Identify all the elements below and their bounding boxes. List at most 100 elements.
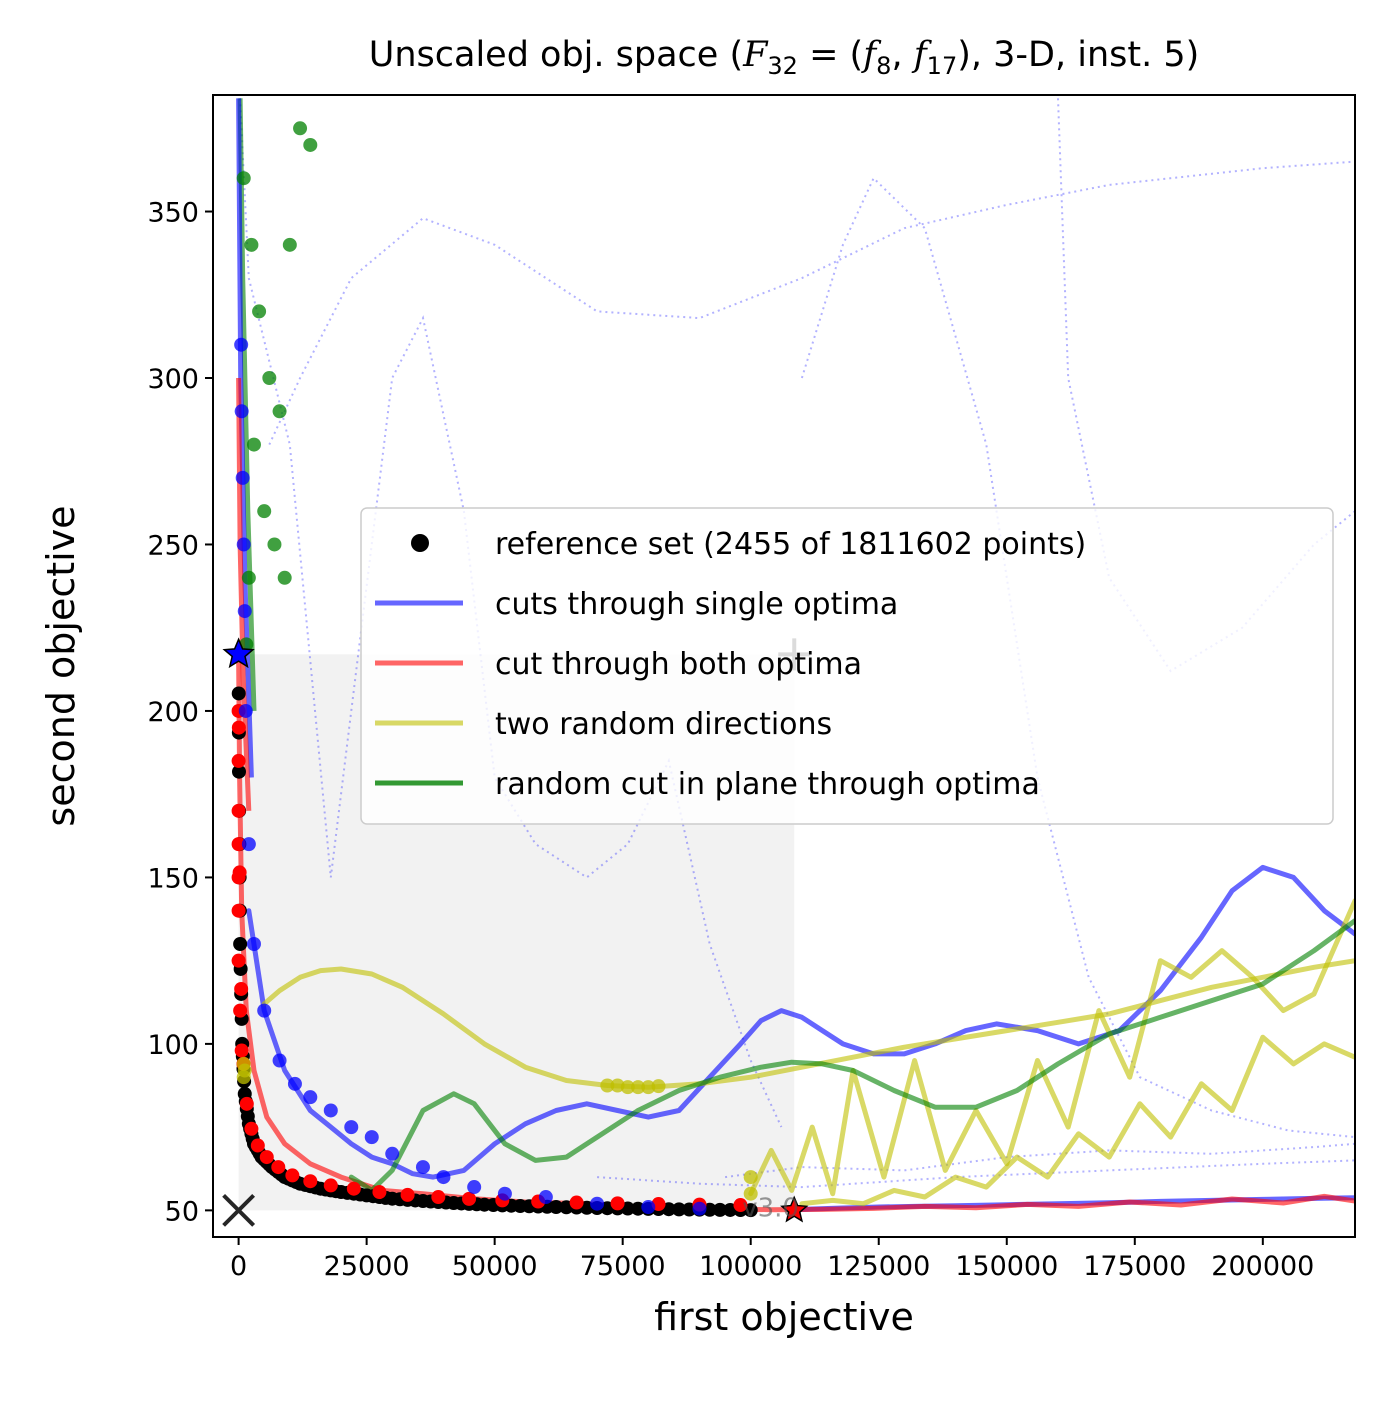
cut-point — [323, 1103, 338, 1118]
chart-title: Unscaled obj. space (F32 = (f8, f17), 3-… — [369, 35, 1200, 80]
cut-point — [244, 1121, 259, 1136]
cut-point — [631, 1080, 646, 1095]
cut-point — [237, 1063, 252, 1078]
cut-point — [287, 1076, 302, 1091]
cut-point — [262, 371, 277, 386]
legend-label: reference set (2455 of 1811602 points) — [495, 527, 1086, 562]
x-tick-label: 175000 — [1083, 1251, 1186, 1282]
cut-point — [231, 903, 246, 918]
optimum-1-star — [222, 637, 255, 669]
cut-point — [244, 237, 259, 252]
cut-point — [733, 1198, 748, 1213]
cut-point — [231, 753, 246, 768]
cut-point — [303, 1174, 318, 1189]
cut-point — [569, 1195, 584, 1210]
x-tick-label: 200000 — [1211, 1251, 1314, 1282]
y-axis-ticks: 50 100 150 200 250 300 350 — [147, 198, 213, 1227]
cut-point — [234, 337, 249, 352]
cut-point — [236, 537, 251, 552]
series-line — [799, 1034, 1355, 1207]
y-tick-label: 350 — [147, 198, 199, 229]
cut-point — [282, 237, 297, 252]
cut-point — [462, 1191, 477, 1206]
cut-point — [743, 1170, 758, 1185]
cut-point — [538, 1190, 553, 1205]
cut-point — [250, 1138, 265, 1153]
cut-point — [272, 1053, 287, 1068]
cut-point — [267, 537, 282, 552]
cut-point — [277, 570, 292, 585]
y-axis-label: second objective — [39, 505, 83, 826]
cut-point — [237, 604, 252, 619]
cut-point — [323, 1178, 338, 1193]
cut-point — [241, 570, 256, 585]
legend-label: random cut in plane through optima — [495, 767, 1040, 802]
reference-point — [712, 1202, 727, 1217]
cut-point — [590, 1196, 605, 1211]
cut-point — [246, 937, 261, 952]
cut-point — [246, 437, 261, 452]
cut-point — [231, 803, 246, 818]
cut-point — [231, 953, 246, 968]
dotted-cut-line — [597, 1159, 1355, 1189]
cut-point — [236, 171, 251, 186]
x-tick-label: 75000 — [580, 1251, 666, 1282]
cut-point — [692, 1201, 707, 1216]
cut-point — [743, 1186, 758, 1201]
x-tick-label: 100000 — [699, 1251, 802, 1282]
cut-point — [234, 981, 249, 996]
dotted-cut-line — [239, 98, 783, 1128]
cut-point — [234, 1043, 249, 1058]
cut-point — [600, 1078, 615, 1093]
cut-point — [235, 470, 250, 485]
legend-marker-dot — [411, 534, 429, 552]
cut-point — [497, 1186, 512, 1201]
x-axis-label: first objective — [654, 1295, 914, 1339]
cut-point — [293, 121, 308, 136]
cut-point — [231, 870, 246, 885]
cut-point — [231, 720, 246, 735]
cut-point — [415, 1160, 430, 1175]
cut-point — [257, 504, 272, 519]
cut-point — [400, 1187, 415, 1202]
reference-point — [233, 937, 248, 952]
y-tick-label: 200 — [147, 697, 199, 728]
cut-point — [272, 404, 287, 419]
cut-point — [372, 1185, 387, 1200]
ideal-point-marker — [222, 1193, 256, 1227]
reference-point — [672, 1202, 687, 1217]
x-tick-label: 50000 — [452, 1251, 538, 1282]
legend-label: cuts through single optima — [495, 587, 898, 622]
cut-point — [285, 1168, 300, 1183]
y-tick-label: 50 — [165, 1196, 199, 1227]
cut-point — [252, 304, 267, 319]
cut-point — [385, 1146, 400, 1161]
x-tick-label: 125000 — [827, 1251, 930, 1282]
y-tick-label: 150 — [147, 863, 199, 894]
cut-point — [436, 1170, 451, 1185]
series-line — [748, 898, 1355, 1197]
y-tick-label: 250 — [147, 530, 199, 561]
y-tick-label: 300 — [147, 364, 199, 395]
dotted-cut-line — [268, 160, 1355, 446]
cut-point — [259, 1150, 274, 1165]
cut-point — [641, 1080, 656, 1095]
legend-box — [360, 507, 1334, 825]
legend: reference set (2455 of 1811602 points) cu… — [360, 507, 1334, 825]
reference-point — [549, 1200, 564, 1215]
optimum-2-star — [780, 1195, 809, 1223]
cut-point — [241, 837, 256, 852]
cut-point — [234, 404, 249, 419]
x-tick-label: 150000 — [955, 1251, 1058, 1282]
cut-point — [610, 1196, 625, 1211]
y-tick-label: 100 — [147, 1030, 199, 1061]
cut-point — [271, 1160, 286, 1175]
series-line — [348, 918, 1355, 1193]
cut-point — [651, 1079, 666, 1094]
cut-point — [303, 137, 318, 152]
series-line — [246, 864, 1355, 1180]
cut-point — [431, 1190, 446, 1205]
cut-point — [303, 1090, 318, 1105]
legend-label: two random directions — [495, 707, 832, 742]
